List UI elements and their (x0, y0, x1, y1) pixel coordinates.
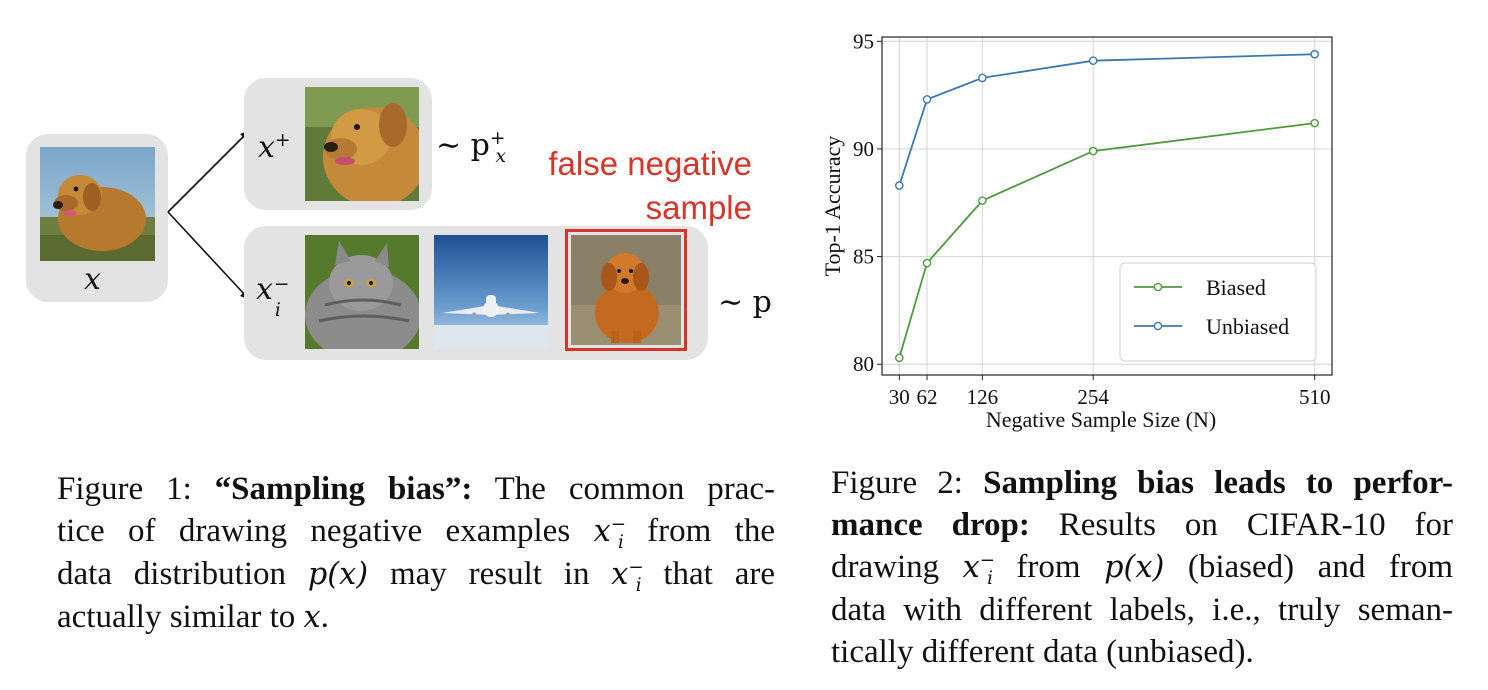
y-tick-label-2: 90 (853, 137, 874, 161)
x-tick-label-1: 62 (917, 385, 938, 409)
positive-dist-sub: x (495, 146, 506, 167)
false-negative-frame (565, 229, 687, 351)
figure2-caption-bold1: Sampling bias leads to perfor- (983, 465, 1454, 501)
figure2-caption-line1: Figure 2: Sampling bias leads to perfor- (831, 462, 1453, 504)
negative-label: x−i (256, 272, 290, 320)
anchor-label-text: x (84, 262, 101, 297)
negative-image-cat (305, 235, 419, 349)
figure2-caption-line3c: (biased) and from (1164, 549, 1453, 585)
figure2-caption: Figure 2: Sampling bias leads to perfor-… (831, 462, 1453, 673)
legend-label-unbiased: Unbiased (1206, 314, 1289, 339)
anchor-image (40, 147, 155, 261)
series-line-unbiased (898, 53, 1315, 186)
figure1-caption-bold: “Sampling bias”: (214, 471, 473, 507)
positive-dist-sup: + (489, 128, 506, 149)
negative-image-dog (571, 235, 681, 345)
series-point-biased-2 (978, 196, 987, 205)
figure1-caption-line2a: tice of drawing negative examples (57, 513, 594, 549)
math-p-of-x: p(x) (307, 557, 369, 592)
plot-frame (881, 36, 1333, 376)
series-point-unbiased-3 (1088, 56, 1098, 65)
legend-label-biased: Biased (1206, 275, 1266, 300)
figure1-caption-line3b: may result in (368, 556, 612, 592)
figure1-caption-line3: data distribution p(x) may result in x−i… (57, 553, 775, 596)
negative-dist-text: ∼ p (718, 285, 772, 320)
anchor-label: x (84, 262, 101, 297)
math-x-i-minus-2: x−i (611, 556, 644, 597)
math-x-i-minus-3: x−i (962, 549, 996, 590)
x-axis-label: Negative Sample Size (N) (986, 407, 1216, 432)
x-tick-label-0: 30 (889, 385, 910, 409)
negative-label-x: x (256, 272, 273, 307)
figure1-caption-line1-rest: The common prac- (472, 471, 776, 507)
y-tick-label-3: 95 (853, 29, 874, 53)
y-tick-label-0: 80 (853, 352, 874, 376)
positive-image (305, 87, 419, 201)
math-x-i-minus: x−i (593, 513, 626, 554)
figure2-caption-line3a: drawing (831, 549, 963, 585)
y-tick-label-1: 85 (853, 245, 874, 269)
figure2-caption-line3b: from (992, 549, 1105, 585)
chart-ticks: 80 85 90 95 30 62 126 254 510 (853, 29, 1330, 409)
math-x: x (303, 600, 321, 635)
figure2-caption-line2-rest: Results on CIFAR-10 for (1029, 507, 1453, 543)
figure1-caption-line3a: data distribution (57, 556, 308, 592)
figure2-caption-line4: data with different labels, i.e., truly … (831, 592, 1453, 628)
series-point-unbiased-4 (1310, 49, 1319, 59)
series-point-biased-1 (922, 258, 932, 268)
y-axis-label: Top-1 Accuracy (820, 136, 845, 277)
series-point-unbiased-1 (922, 95, 932, 104)
figure2-caption-prefix: Figure 2: (831, 465, 984, 501)
figure1-caption-prefix: Figure 1: (57, 471, 215, 507)
false-negative-line1: false negative (548, 145, 752, 182)
figure2-caption-line5: tically different data (unbiased). (831, 634, 1254, 670)
figure1-caption-line2b: from the (623, 513, 776, 549)
positive-label-sup: + (274, 130, 291, 151)
legend-marker-unbiased (1153, 321, 1163, 331)
series-point-biased-4 (1310, 118, 1319, 128)
false-negative-line2: sample (645, 189, 752, 226)
figure2-caption-line2: mance drop: Results on CIFAR-10 for (831, 504, 1453, 546)
series-point-biased-0 (895, 353, 904, 363)
x-tick-label-3: 254 (1077, 385, 1109, 409)
series-point-unbiased-0 (895, 181, 904, 190)
x-tick-label-2: 126 (967, 385, 999, 409)
chart-legend: Biased Unbiased (1119, 262, 1317, 362)
figure1-caption-line4: actually similar to x. (57, 596, 775, 639)
false-negative-label: false negative sample (520, 142, 752, 230)
series-point-biased-3 (1088, 146, 1098, 156)
series-point-unbiased-2 (978, 73, 987, 83)
positive-label-x: x (258, 130, 275, 165)
x-tick-label-4: 510 (1299, 385, 1331, 409)
accuracy-chart: 80 85 90 95 30 62 126 254 510 Top-1 Accuracy Neg… (820, 29, 1333, 432)
figure1-caption-line4a: actually similar to (57, 599, 304, 635)
figure1-caption-line1: Figure 1: “Sampling bias”: The common pr… (57, 468, 775, 510)
positive-dist-text: ∼ p (436, 128, 490, 163)
positive-dist: ∼ p+x (436, 128, 516, 167)
figure1-caption-line4b: . (320, 599, 329, 635)
positive-label: x+ (258, 130, 291, 165)
chart-series (895, 49, 1319, 363)
figure2-caption-bold2: mance drop: (831, 507, 1030, 543)
figure2-caption-line3: drawing x−i from p(x) (biased) and from (831, 546, 1453, 589)
figure1-caption-line3c: that are (641, 556, 775, 592)
figure1-caption-line2: tice of drawing negative examples x−i fr… (57, 510, 775, 553)
legend-marker-biased (1153, 282, 1163, 292)
math-p-of-x-2: p(x) (1104, 550, 1165, 585)
negative-image-airplane (434, 235, 548, 349)
figure1-caption: Figure 1: “Sampling bias”: The common pr… (57, 468, 775, 639)
negative-dist: ∼ p (718, 285, 772, 320)
